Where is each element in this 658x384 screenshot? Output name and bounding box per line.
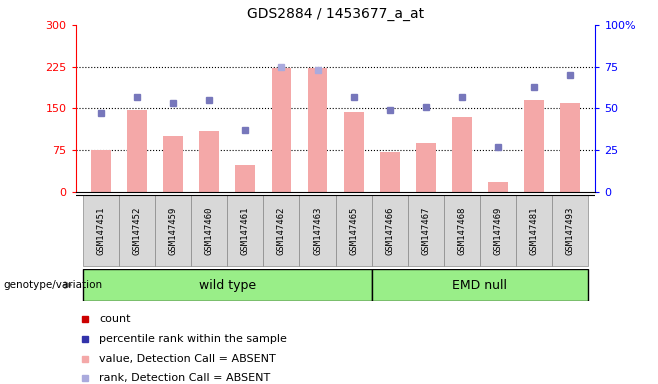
Text: GSM147463: GSM147463 xyxy=(313,206,322,255)
Title: GDS2884 / 1453677_a_at: GDS2884 / 1453677_a_at xyxy=(247,7,424,21)
Text: GSM147493: GSM147493 xyxy=(566,206,574,255)
Bar xyxy=(155,195,191,266)
Bar xyxy=(191,195,227,266)
Bar xyxy=(307,68,328,192)
Bar xyxy=(372,195,408,266)
Bar xyxy=(480,195,516,266)
Bar xyxy=(263,195,299,266)
Text: GSM147468: GSM147468 xyxy=(457,206,467,255)
Text: count: count xyxy=(99,314,130,324)
Text: GSM147451: GSM147451 xyxy=(97,206,105,255)
Text: GSM147469: GSM147469 xyxy=(494,206,503,255)
Bar xyxy=(119,195,155,266)
Text: GSM147462: GSM147462 xyxy=(277,206,286,255)
Text: GSM147452: GSM147452 xyxy=(132,206,141,255)
Bar xyxy=(83,195,119,266)
Bar xyxy=(452,117,472,192)
Bar xyxy=(488,182,508,192)
Bar xyxy=(343,113,364,192)
Bar xyxy=(416,143,436,192)
Bar xyxy=(91,150,111,192)
Text: EMD null: EMD null xyxy=(453,279,507,291)
Bar xyxy=(524,100,544,192)
Bar xyxy=(516,195,552,266)
Text: GSM147467: GSM147467 xyxy=(421,206,430,255)
Text: genotype/variation: genotype/variation xyxy=(3,280,103,290)
Bar xyxy=(336,195,372,266)
Text: GSM147459: GSM147459 xyxy=(168,206,178,255)
Text: GSM147481: GSM147481 xyxy=(530,206,539,255)
Text: percentile rank within the sample: percentile rank within the sample xyxy=(99,334,287,344)
Text: value, Detection Call = ABSENT: value, Detection Call = ABSENT xyxy=(99,354,276,364)
Bar xyxy=(561,103,580,192)
Bar xyxy=(272,68,291,192)
Text: GSM147460: GSM147460 xyxy=(205,206,214,255)
Bar xyxy=(299,195,336,266)
Text: rank, Detection Call = ABSENT: rank, Detection Call = ABSENT xyxy=(99,374,270,384)
Text: GSM147466: GSM147466 xyxy=(385,206,394,255)
Bar xyxy=(372,269,588,301)
Text: GSM147461: GSM147461 xyxy=(241,206,250,255)
Bar xyxy=(163,136,183,192)
Bar xyxy=(380,152,399,192)
Bar xyxy=(127,109,147,192)
Text: wild type: wild type xyxy=(199,279,256,291)
Bar xyxy=(227,195,263,266)
Text: GSM147465: GSM147465 xyxy=(349,206,358,255)
Bar xyxy=(83,269,372,301)
Bar xyxy=(552,195,588,266)
Bar xyxy=(408,195,444,266)
Bar xyxy=(199,131,219,192)
Bar xyxy=(236,165,255,192)
Bar xyxy=(444,195,480,266)
